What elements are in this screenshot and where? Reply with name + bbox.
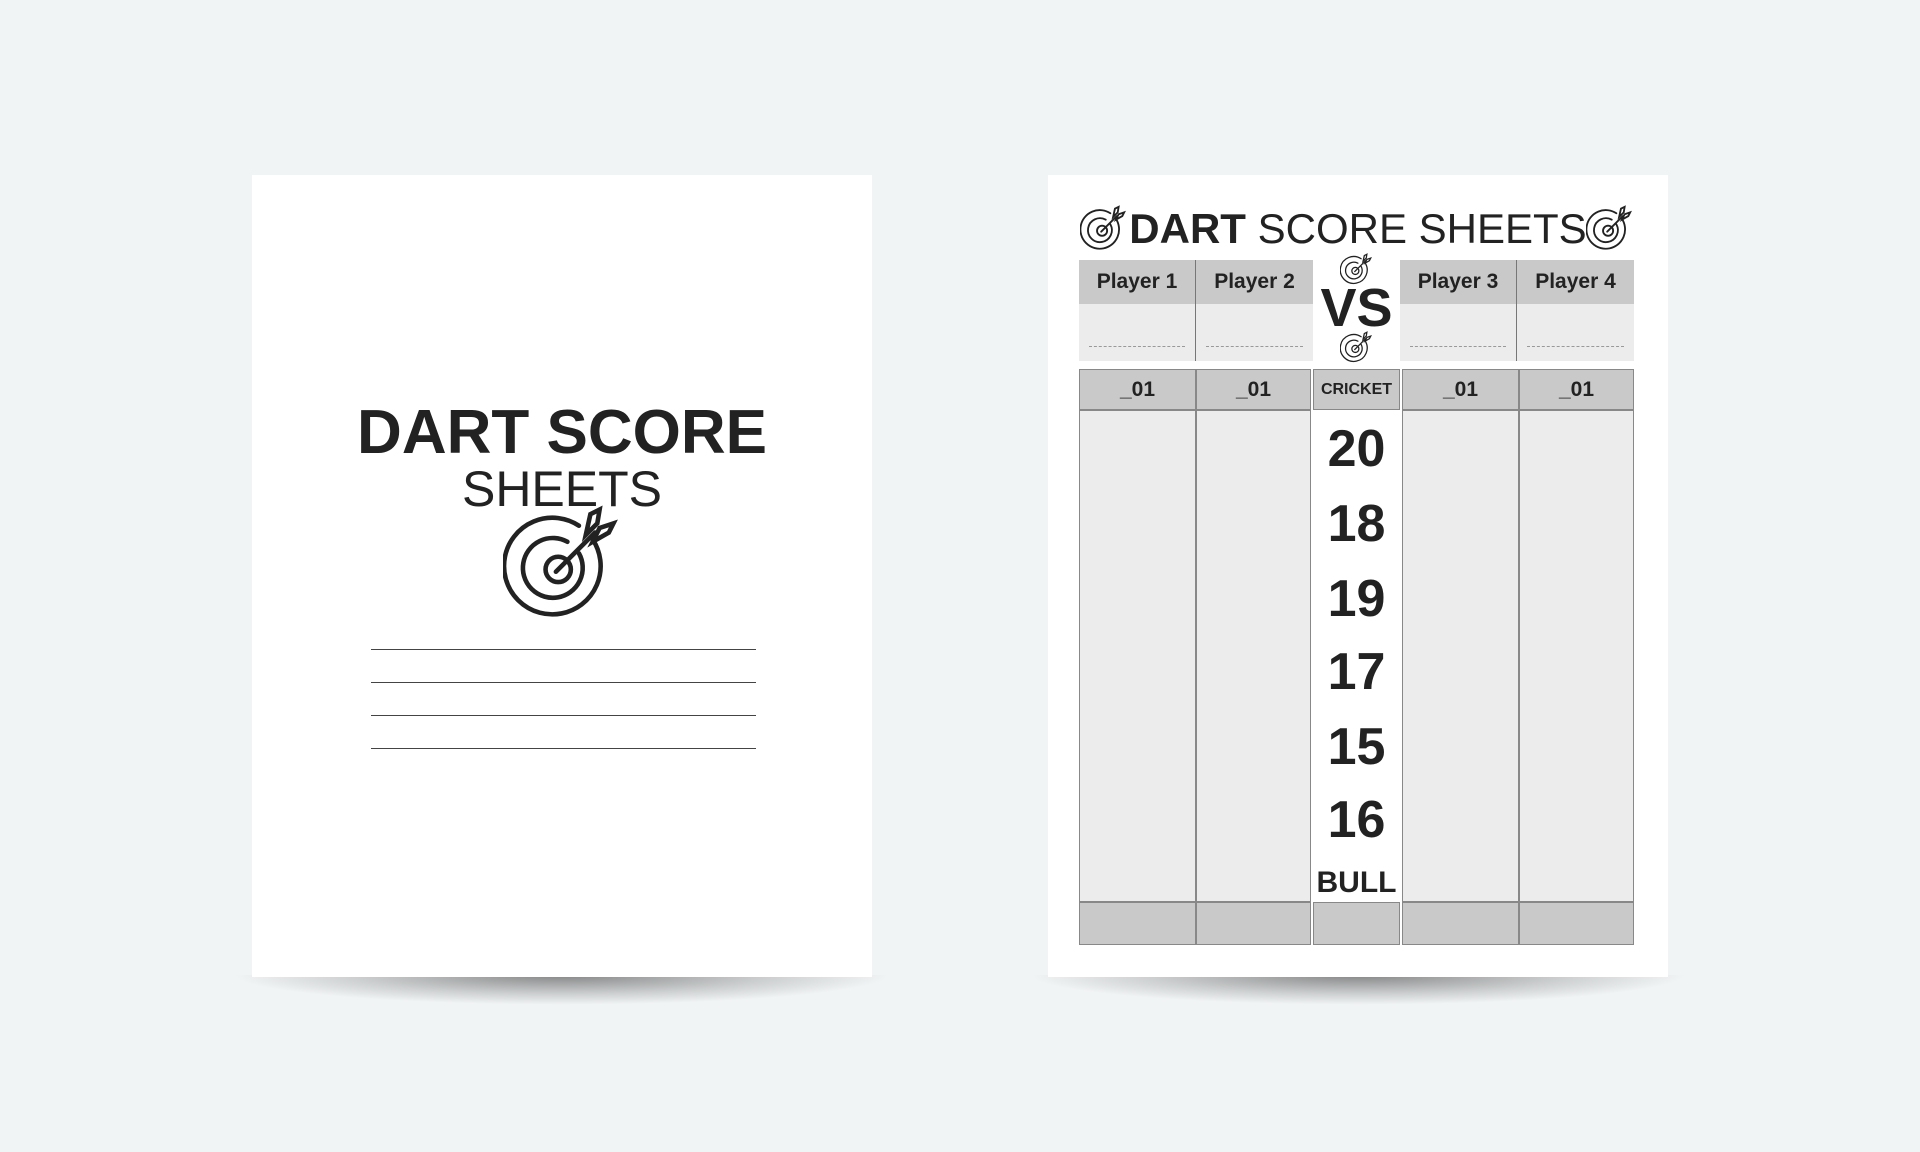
player-4-total[interactable] — [1519, 902, 1634, 945]
dart-target-icon — [503, 505, 618, 620]
cricket-bull: BULL — [1316, 866, 1397, 899]
blank-line — [371, 649, 756, 650]
cricket-number: 18 — [1327, 495, 1386, 553]
player-1-score-header: _01 — [1079, 369, 1196, 410]
cricket-number: 19 — [1327, 570, 1386, 628]
player-4-header: Player 4 — [1517, 260, 1634, 304]
score-sheet-page: DART SCORE SHEETS Player 1 Player 2 Play… — [1048, 175, 1668, 977]
player-1-name-field[interactable] — [1079, 304, 1196, 361]
player-1-total[interactable] — [1079, 902, 1196, 945]
player-1-header: Player 1 — [1079, 260, 1196, 304]
player-2-score-column[interactable] — [1196, 410, 1311, 902]
cricket-number: 16 — [1327, 791, 1386, 849]
player-2-name-field[interactable] — [1196, 304, 1313, 361]
cricket-header: CRICKET — [1313, 369, 1400, 410]
cricket-total[interactable] — [1313, 902, 1400, 945]
title-rest: SCORE SHEETS — [1245, 205, 1587, 252]
player-2-header: Player 2 — [1196, 260, 1313, 304]
player-3-header: Player 3 — [1400, 260, 1517, 304]
cover-shadow — [232, 975, 892, 1005]
player-3-total[interactable] — [1402, 902, 1519, 945]
cover-title: DART SCORE — [357, 398, 767, 467]
sheet-title: DART SCORE SHEETS — [1048, 205, 1668, 253]
player-4-score-column[interactable] — [1519, 410, 1634, 902]
blank-line — [371, 715, 756, 716]
cricket-number: 15 — [1327, 718, 1386, 776]
cricket-number: 17 — [1327, 643, 1386, 701]
player-3-score-header: _01 — [1402, 369, 1519, 410]
player-2-score-header: _01 — [1196, 369, 1311, 410]
player-4-name-field[interactable] — [1517, 304, 1634, 361]
cricket-number: 20 — [1327, 420, 1386, 478]
player-3-name-field[interactable] — [1400, 304, 1517, 361]
vs-label: VS — [1320, 277, 1393, 338]
blank-line — [371, 748, 756, 749]
player-1-score-column[interactable] — [1079, 410, 1196, 902]
sheet-shadow — [1028, 975, 1688, 1005]
cover-subtitle: SHEETS — [461, 461, 663, 517]
title-bold: DART — [1129, 205, 1246, 252]
player-2-total[interactable] — [1196, 902, 1311, 945]
player-3-score-column[interactable] — [1402, 410, 1519, 902]
dart-target-icon — [1340, 331, 1372, 363]
cover-page: DART SCORE SHEETS — [252, 175, 872, 977]
dart-target-icon — [1586, 205, 1632, 251]
blank-line — [371, 682, 756, 683]
player-4-score-header: _01 — [1519, 369, 1634, 410]
